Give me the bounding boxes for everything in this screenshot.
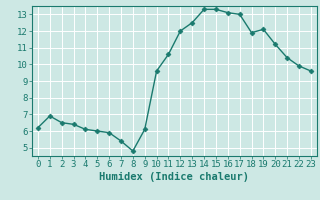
X-axis label: Humidex (Indice chaleur): Humidex (Indice chaleur)	[100, 172, 249, 182]
